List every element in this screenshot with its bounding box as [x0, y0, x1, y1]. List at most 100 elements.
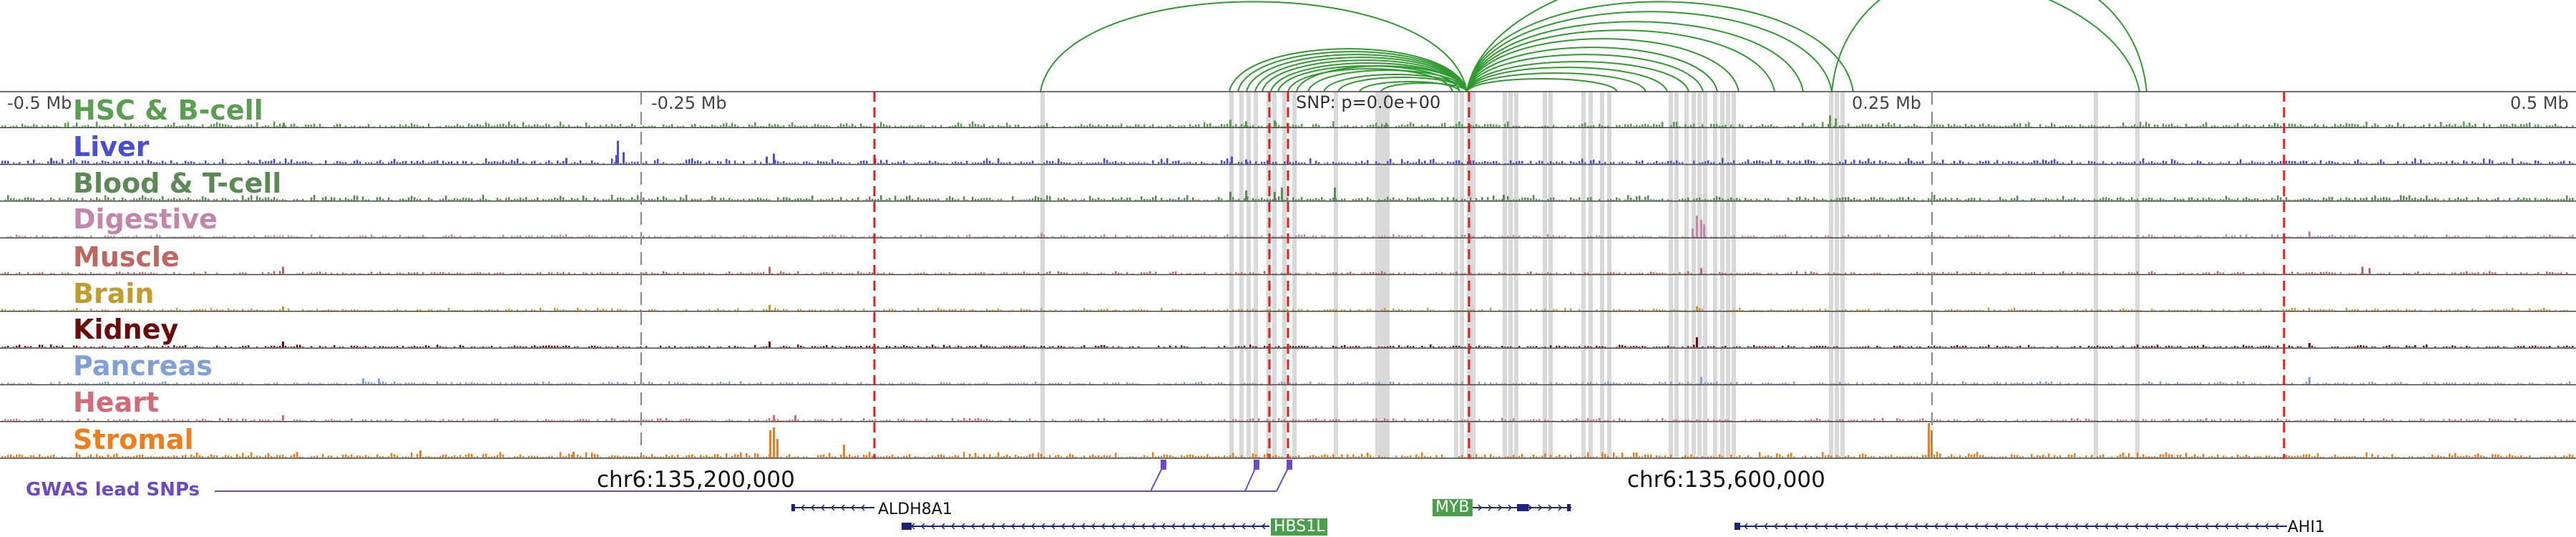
signal-peak	[1703, 224, 1705, 238]
signal-bar	[273, 345, 275, 348]
signal-bar	[4, 309, 6, 311]
signal-bar	[2534, 345, 2537, 348]
signal-bar	[691, 158, 693, 164]
signal-bar	[1106, 160, 1108, 164]
signal-bar	[1086, 125, 1088, 127]
signal-bar	[1481, 309, 1483, 311]
signal-bar	[170, 236, 172, 238]
signal-bar	[1593, 236, 1595, 238]
signal-bar	[145, 124, 147, 127]
signal-bar	[1787, 273, 1790, 274]
signal-bar	[1249, 160, 1252, 164]
signal-bar	[2162, 123, 2165, 127]
signal-bar	[1083, 125, 1085, 127]
signal-bar	[1372, 236, 1375, 238]
signal-bar	[448, 272, 450, 274]
signal-bar	[2277, 234, 2279, 238]
signal-bar	[834, 309, 836, 311]
signal-bar	[2409, 309, 2411, 311]
signal-bar	[70, 309, 72, 311]
signal-bar	[445, 382, 447, 384]
signal-bar	[1974, 198, 1976, 200]
signal-bar	[1890, 198, 1893, 200]
signal-bar	[651, 272, 653, 274]
signal-bar	[1235, 163, 1237, 164]
signal-bar	[737, 308, 739, 311]
signal-bar	[2397, 122, 2399, 127]
signal-bar	[2306, 236, 2308, 238]
signal-bar	[419, 162, 421, 164]
signal-bar	[448, 125, 450, 127]
signal-bar	[471, 125, 473, 127]
signal-bar	[1066, 236, 1068, 238]
signal-bar	[1527, 236, 1529, 238]
signal-bar	[2537, 124, 2540, 127]
signal-bar	[643, 382, 645, 384]
signal-bar	[1089, 195, 1091, 200]
signal-bar	[2374, 163, 2376, 164]
signal-bar	[2569, 236, 2571, 238]
signal-bar	[2225, 125, 2228, 127]
signal-bar	[957, 198, 960, 200]
signal-bar	[1129, 125, 1131, 127]
signal-bar	[1289, 345, 1292, 348]
signal-bar	[2048, 199, 2050, 200]
signal-bar	[345, 197, 347, 200]
signal-bar	[1370, 198, 1372, 200]
signal-bar	[2091, 125, 2093, 127]
signal-bar	[1315, 346, 1317, 348]
signal-bar	[2194, 199, 2196, 200]
signal-bar	[766, 346, 768, 348]
signal-bar	[1747, 236, 1750, 238]
signal-bar	[1787, 160, 1790, 164]
signal-bar	[1264, 271, 1266, 274]
signal-bar	[1702, 162, 1704, 164]
signal-bar	[1141, 272, 1143, 274]
signal-bar	[1639, 195, 1641, 200]
signal-bar	[1321, 197, 1323, 200]
signal-bar	[313, 273, 316, 274]
signal-bar	[2131, 162, 2133, 164]
signal-bar	[499, 236, 502, 238]
loop-arc	[1466, 61, 1689, 92]
signal-bar	[505, 125, 507, 127]
signal-bar	[485, 236, 487, 238]
signal-bar	[2563, 160, 2565, 164]
signal-bar	[16, 345, 18, 348]
signal-bar	[2065, 125, 2067, 127]
signal-bar	[1278, 346, 1280, 348]
signal-bar	[1312, 198, 1314, 200]
signal-bar	[1885, 125, 1887, 127]
signal-bar	[462, 309, 464, 311]
signal-bar	[1994, 125, 1996, 127]
signal-bar	[1481, 236, 1483, 238]
signal-bar	[674, 346, 676, 348]
signal-bar	[411, 195, 413, 200]
signal-bar	[405, 236, 407, 238]
signal-bar	[1773, 309, 1775, 311]
signal-bar	[2228, 236, 2230, 238]
loop-arc	[1466, 38, 1740, 92]
signal-bar	[2162, 198, 2165, 200]
signal-bar	[577, 125, 579, 127]
signal-bar	[53, 236, 55, 238]
signal-bar	[2099, 198, 2102, 200]
signal-bar	[983, 198, 985, 200]
signal-bar	[2177, 309, 2179, 311]
signal-bar	[1281, 126, 1283, 127]
signal-bar	[185, 160, 187, 164]
signal-bar	[1564, 308, 1566, 311]
signal-bar	[1742, 125, 1744, 127]
signal-bar	[2371, 236, 2373, 238]
signal-bar	[1058, 198, 1060, 200]
signal-bar	[50, 309, 52, 311]
signal-bar	[720, 198, 722, 200]
signal-bar	[2234, 236, 2236, 238]
signal-bar	[127, 236, 130, 238]
signal-bar	[1318, 162, 1320, 164]
signal-bar	[2005, 272, 2007, 274]
signal-bar	[823, 346, 825, 348]
signal-bar	[766, 198, 768, 200]
signal-bar	[176, 162, 178, 164]
signal-bar	[1249, 125, 1252, 127]
